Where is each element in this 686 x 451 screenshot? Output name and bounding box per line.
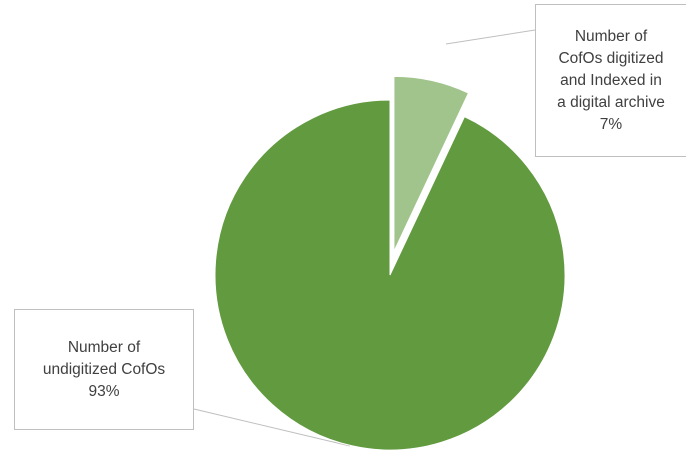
data-label-digitized-line-2: CofOs digitized (558, 49, 664, 67)
pie-slice-undigitized (214, 99, 566, 451)
data-label-digitized-line-4: a digital archive (557, 93, 665, 111)
leader-line-digitized (445, 29, 536, 45)
data-label-undigitized-line-1: Number of (67, 338, 141, 356)
data-label-undigitized-line-2: undigitized CofOs (42, 360, 166, 378)
pie-slice-digitized (393, 75, 470, 252)
data-label-digitized: Number of CofOs digitized and Indexed in… (535, 4, 686, 157)
data-label-undigitized-percent: 93% (88, 382, 120, 400)
data-label-undigitized: Number of undigitized CofOs 93% (14, 309, 194, 430)
leader-line-undigitized (193, 408, 351, 447)
data-label-digitized-percent: 7% (599, 115, 623, 133)
data-label-digitized-line-3: and Indexed in (560, 71, 662, 89)
data-label-digitized-line-1: Number of (574, 27, 648, 45)
